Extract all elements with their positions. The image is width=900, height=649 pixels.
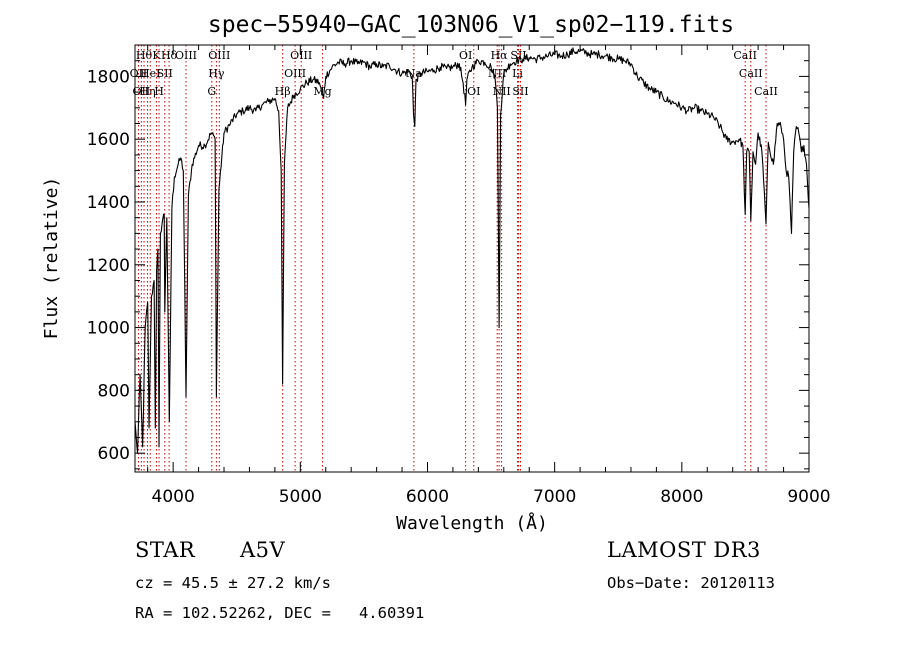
chart-title: spec−55940−GAC_103N06_V1_sp02−119.fits	[208, 12, 734, 38]
spectral-line-label: G	[207, 85, 216, 98]
redshift-readout: cz = 45.5 ± 27.2 km/s	[135, 574, 331, 592]
spectral-line-label: OI	[467, 85, 480, 98]
x-tick-label: 5000	[279, 487, 322, 507]
x-tick-label: 8000	[660, 487, 703, 507]
spectral-line-label: OIII	[290, 49, 312, 62]
spectral-line-label: NII	[492, 85, 510, 98]
y-tick-label: 600	[98, 444, 130, 464]
spectral-line-label: Hα	[491, 49, 509, 62]
spectral-line-label: CaII	[733, 49, 757, 62]
y-axis-label: Flux (relative)	[41, 177, 62, 340]
plot-frame	[134, 44, 810, 473]
spectral-line-label: OIII	[284, 67, 306, 80]
y-tick-label: 1200	[87, 256, 130, 276]
flux-trace	[134, 47, 810, 454]
y-tick-label: 1000	[87, 319, 130, 339]
flux-trace-group	[134, 47, 810, 454]
spectral-line-label: Hη	[139, 85, 155, 98]
spectral-line-label: OIII	[175, 49, 197, 62]
spectral-line-label: OI	[459, 49, 472, 62]
spectral-line-label: HeI	[140, 67, 160, 80]
x-tick-label: 6000	[406, 487, 449, 507]
y-tick-label: 1800	[87, 67, 130, 87]
spectral-line-label: H	[154, 85, 164, 98]
y-tick-label: 1600	[87, 130, 130, 150]
y-axis-ticks: 600 800 1000 1200 1400 1600 1800	[87, 60, 809, 470]
spectral-line-label: OIII	[208, 49, 230, 62]
survey-name: LAMOST DR3	[607, 538, 761, 562]
object-class: STAR	[135, 538, 196, 562]
spectral-line-label: SII	[157, 67, 173, 80]
y-tick-label: 800	[98, 381, 130, 401]
obs-date: Obs−Date: 20120113	[607, 574, 775, 592]
spectral-line-label: Mg	[313, 85, 331, 98]
spectral-line-label: CaII	[754, 85, 778, 98]
ra-dec-readout: RA = 102.52262, DEC = 4.60391	[135, 604, 425, 622]
spectral-line-label: OII	[132, 85, 150, 98]
x-tick-label: 7000	[533, 487, 576, 507]
spectral-line-label: Hθ	[136, 49, 153, 62]
spectral-line-label: K	[152, 49, 161, 62]
spectral-line-label: CaII	[739, 67, 763, 80]
x-tick-label: 9000	[787, 487, 830, 507]
spectral-line-label: Hβ	[275, 85, 291, 98]
spectral-line-label: SII	[512, 85, 528, 98]
x-axis-label: Wavelength (Å)	[396, 512, 548, 534]
spectral-line-label: Hγ	[208, 67, 225, 80]
y-tick-label: 1400	[87, 193, 130, 213]
object-subclass: A5V	[240, 538, 286, 562]
spectral-line-label: Li	[512, 67, 523, 80]
x-axis-ticks: 4000 5000 6000 7000 8000 9000	[147, 45, 831, 507]
x-tick-label: 4000	[152, 487, 195, 507]
